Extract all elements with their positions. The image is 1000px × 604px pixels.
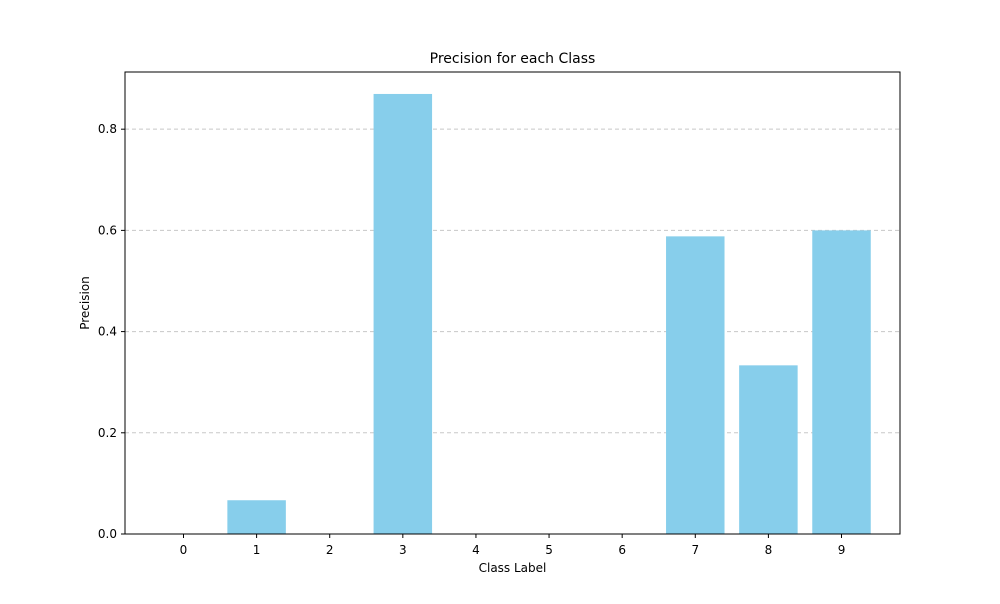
bar-class-9 bbox=[812, 230, 871, 534]
x-tick-label: 5 bbox=[545, 543, 553, 557]
y-tick-label: 0.4 bbox=[98, 325, 117, 339]
y-axis-ticks: 0.0 0.2 0.4 0.6 0.8 bbox=[98, 122, 125, 541]
bar-class-1 bbox=[227, 500, 286, 534]
x-tick-label: 3 bbox=[399, 543, 407, 557]
x-axis-ticks: 0 1 2 3 4 5 6 7 8 9 bbox=[180, 534, 846, 557]
x-tick-label: 4 bbox=[472, 543, 480, 557]
y-axis-label: Precision bbox=[78, 276, 92, 330]
x-tick-label: 8 bbox=[765, 543, 773, 557]
x-tick-label: 0 bbox=[180, 543, 188, 557]
bar-class-7 bbox=[666, 236, 725, 534]
y-tick-label: 0.2 bbox=[98, 426, 117, 440]
bar-class-8 bbox=[739, 365, 798, 534]
y-tick-label: 0.0 bbox=[98, 527, 117, 541]
bar-class-3 bbox=[373, 93, 433, 534]
x-axis-label: Class Label bbox=[479, 561, 547, 575]
plot-frame bbox=[124, 71, 901, 535]
y-tick-label: 0.8 bbox=[98, 122, 117, 136]
x-tick-label: 9 bbox=[838, 543, 846, 557]
y-tick-label: 0.6 bbox=[98, 223, 117, 237]
x-tick-label: 6 bbox=[618, 543, 626, 557]
x-tick-label: 7 bbox=[691, 543, 699, 557]
x-tick-label: 2 bbox=[326, 543, 334, 557]
chart-title: Precision for each Class bbox=[430, 51, 596, 67]
x-tick-label: 1 bbox=[253, 543, 261, 557]
bars bbox=[227, 93, 871, 534]
